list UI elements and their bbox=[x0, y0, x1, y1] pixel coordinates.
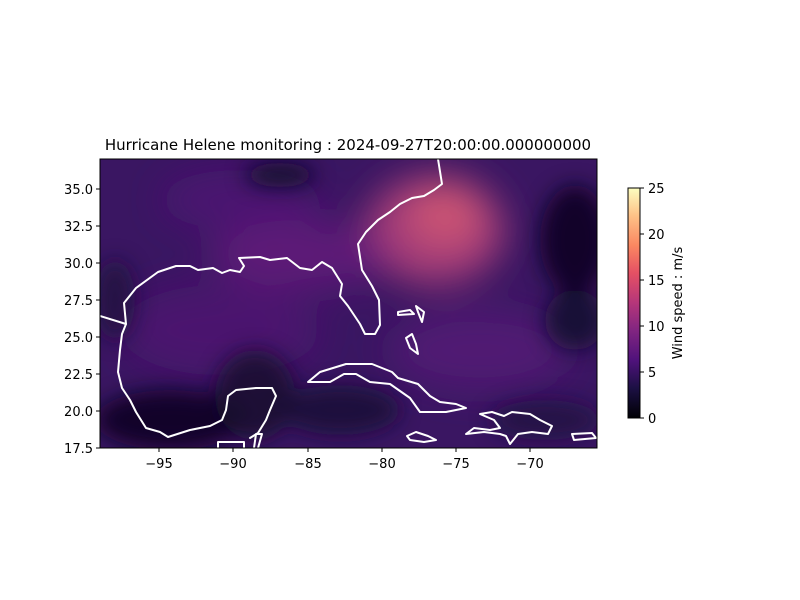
colorbar-label: Wind speed : m/s bbox=[671, 247, 686, 360]
coastlines bbox=[100, 159, 597, 448]
y-tick-label: 27.5 bbox=[64, 294, 93, 309]
plot-title: Hurricane Helene monitoring : 2024-09-27… bbox=[105, 136, 591, 154]
colorbar-tick-label: 0 bbox=[648, 412, 656, 427]
y-tick-label: 32.5 bbox=[64, 220, 93, 235]
x-tick-label: −70 bbox=[516, 457, 543, 472]
wind-speed-field bbox=[100, 159, 597, 448]
y-tick-label: 25.0 bbox=[64, 331, 93, 346]
colorbar-tick-label: 5 bbox=[648, 366, 656, 381]
x-tick-label: −90 bbox=[219, 457, 246, 472]
colorbar-tick-label: 10 bbox=[648, 320, 665, 335]
colorbar-tick-label: 20 bbox=[648, 228, 665, 243]
x-tick-label: −80 bbox=[368, 457, 395, 472]
y-axis: 17.5 20.0 22.5 25.0 27.5 30.0 32.5 35.0 bbox=[64, 183, 100, 457]
colorbar-tick-label: 25 bbox=[648, 182, 665, 197]
y-tick-label: 17.5 bbox=[64, 442, 93, 457]
map-frame bbox=[99, 158, 598, 449]
y-tick-label: 35.0 bbox=[64, 183, 93, 198]
colorbar: 0 5 10 15 20 25 Wind speed : m/s bbox=[627, 182, 686, 427]
y-tick-label: 22.5 bbox=[64, 368, 93, 383]
colorbar-tick-label: 15 bbox=[648, 274, 665, 289]
x-tick-label: −95 bbox=[145, 457, 172, 472]
map-panel: −95 −90 −85 −80 −75 −70 17.5 20.0 22.5 2… bbox=[64, 158, 598, 472]
colorbar-gradient bbox=[627, 187, 641, 419]
x-tick-label: −85 bbox=[294, 457, 321, 472]
y-tick-label: 20.0 bbox=[64, 405, 93, 420]
x-tick-label: −75 bbox=[442, 457, 469, 472]
y-tick-label: 30.0 bbox=[64, 257, 93, 272]
x-axis: −95 −90 −85 −80 −75 −70 bbox=[145, 448, 544, 472]
